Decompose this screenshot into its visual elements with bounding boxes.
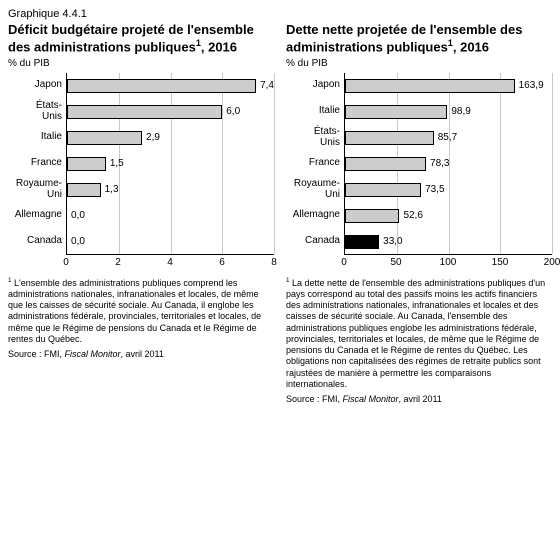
value-label: 6,0: [226, 106, 240, 117]
value-label: 85,7: [438, 132, 457, 143]
x-tick-label: 4: [167, 257, 173, 268]
value-label: 2,9: [146, 132, 160, 143]
x-tick-label: 8: [271, 257, 277, 268]
x-tick-label: 6: [219, 257, 225, 268]
y-axis-label: % du PIB: [8, 58, 274, 69]
value-label: 1,3: [105, 184, 119, 195]
bar-row: 7,4: [67, 73, 274, 99]
category-label: Japon: [9, 73, 67, 99]
value-label: 33,0: [383, 236, 402, 247]
bar-row: 1,5: [67, 151, 274, 177]
bar-row: 6,0: [67, 99, 274, 125]
bar-row: 98,9: [345, 99, 552, 125]
bar: [345, 105, 447, 119]
value-label: 73,5: [425, 184, 444, 195]
panels-container: Déficit budgétaire projeté de l'ensemble…: [8, 22, 552, 404]
category-label: États-Unis: [287, 125, 345, 151]
category-label: Royaume-Uni: [9, 177, 67, 203]
x-tick-label: 0: [341, 257, 347, 268]
value-label: 1,5: [110, 158, 124, 169]
bar: [67, 105, 222, 119]
category-label: Royaume-Uni: [287, 177, 345, 203]
bar: [67, 131, 142, 145]
x-tick-label: 0: [63, 257, 69, 268]
source-line: Source : FMI, Fiscal Monitor, avril 2011: [8, 349, 274, 359]
bar: [67, 157, 106, 171]
value-label: 7,4: [260, 80, 274, 91]
plot-area: 7,46,02,91,51,30,00,0JaponÉtats-UnisItal…: [66, 73, 274, 255]
chart-area: 163,998,985,778,373,552,633,0JaponItalie…: [344, 73, 552, 269]
bar: [345, 131, 434, 145]
bar-row: 1,3: [67, 177, 274, 203]
figure-label: Graphique 4.4.1: [8, 8, 552, 20]
grid-line: [274, 73, 275, 254]
bar-row: 0,0: [67, 229, 274, 255]
x-tick-label: 50: [390, 257, 401, 268]
category-label: Canada: [9, 229, 67, 255]
bar-row: 0,0: [67, 203, 274, 229]
x-axis-ticks: 0 2 4 6 8: [66, 255, 274, 269]
value-label: 0,0: [71, 210, 85, 221]
chart-panel: Dette nette projetée de l'ensemble des a…: [286, 22, 552, 404]
x-tick-label: 2: [115, 257, 121, 268]
category-labels: JaponItalieÉtats-UnisFranceRoyaume-UniAl…: [287, 73, 345, 255]
category-label: Italie: [9, 125, 67, 151]
x-tick-label: 200: [544, 257, 560, 268]
category-label: Italie: [287, 99, 345, 125]
grid-line: [552, 73, 553, 254]
category-label: Japon: [287, 73, 345, 99]
footnote: 1 L'ensemble des administrations publiqu…: [8, 277, 274, 346]
chart-title: Déficit budgétaire projeté de l'ensemble…: [8, 22, 274, 55]
bar-row: 85,7: [345, 125, 552, 151]
bar: [345, 209, 399, 223]
y-axis-label: % du PIB: [286, 58, 552, 69]
bar: [345, 183, 421, 197]
footnote: 1 La dette nette de l'ensemble des admin…: [286, 277, 552, 391]
plot-area: 163,998,985,778,373,552,633,0JaponItalie…: [344, 73, 552, 255]
x-tick-label: 100: [440, 257, 457, 268]
value-label: 163,9: [519, 80, 544, 91]
x-axis-ticks: 050100150200: [344, 255, 552, 269]
value-label: 78,3: [430, 158, 449, 169]
chart-panel: Déficit budgétaire projeté de l'ensemble…: [8, 22, 274, 404]
category-label: Allemagne: [287, 203, 345, 229]
value-label: 52,6: [403, 210, 422, 221]
bar: [67, 183, 101, 197]
category-labels: JaponÉtats-UnisItalieFranceRoyaume-UniAl…: [9, 73, 67, 255]
source-line: Source : FMI, Fiscal Monitor, avril 2011: [286, 394, 552, 404]
value-label: 0,0: [71, 236, 85, 247]
x-tick-label: 150: [492, 257, 509, 268]
bar-row: 33,0: [345, 229, 552, 255]
bar: [67, 79, 256, 93]
category-label: Canada: [287, 229, 345, 255]
category-label: Allemagne: [9, 203, 67, 229]
bar: [345, 79, 515, 93]
category-label: États-Unis: [9, 99, 67, 125]
bar-row: 52,6: [345, 203, 552, 229]
bar: [345, 235, 379, 249]
bar-row: 163,9: [345, 73, 552, 99]
bar: [345, 157, 426, 171]
value-label: 98,9: [451, 106, 470, 117]
category-label: France: [287, 151, 345, 177]
bar-row: 2,9: [67, 125, 274, 151]
category-label: France: [9, 151, 67, 177]
chart-title: Dette nette projetée de l'ensemble des a…: [286, 22, 552, 55]
chart-area: 7,46,02,91,51,30,00,0JaponÉtats-UnisItal…: [66, 73, 274, 269]
bar-row: 78,3: [345, 151, 552, 177]
bar-row: 73,5: [345, 177, 552, 203]
